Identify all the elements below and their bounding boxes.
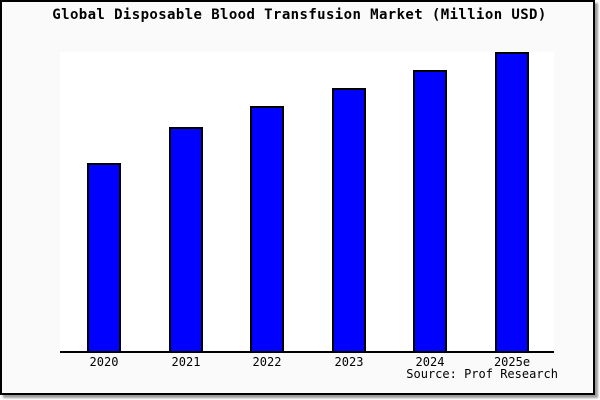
chart-title: Global Disposable Blood Transfusion Mark… [52,7,547,23]
bar-2021 [169,127,203,351]
bar-2025e [495,52,529,351]
x-tick-label-2025e: 2025e [493,355,531,369]
bar-2024 [413,70,447,351]
x-axis-labels: 2020 2021 2022 2023 2024 2025e [2,354,600,372]
bar-2022 [250,106,284,351]
source-credit: Source: Prof Research [406,367,558,381]
x-tick-label-2022: 2022 [252,355,282,369]
bar-2023 [332,88,366,351]
x-tick-label-2021: 2021 [171,355,201,369]
plot-area [60,52,554,353]
x-tick-label-2023: 2023 [334,355,364,369]
x-tick-label-2020: 2020 [89,355,119,369]
x-tick-label-2024: 2024 [415,355,445,369]
bar-2020 [87,163,121,351]
figure-frame: Global Disposable Blood Transfusion Mark… [0,0,595,395]
